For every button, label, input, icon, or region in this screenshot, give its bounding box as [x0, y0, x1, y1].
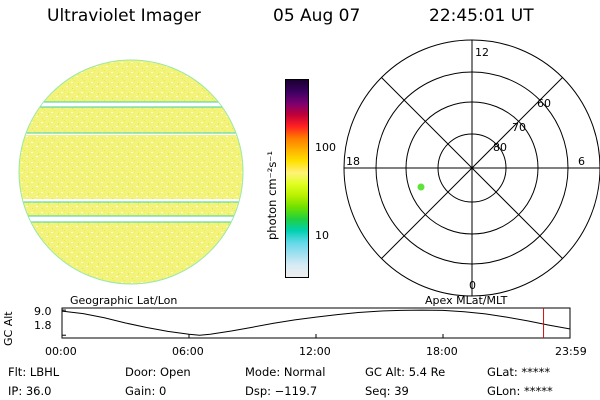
altitude-ytick-1-8: 1.8 [34, 319, 52, 332]
altitude-ylabel: GC Alt [2, 311, 15, 346]
lat-label-80: 80 [493, 141, 507, 154]
status-gain: Gain: 0 [125, 384, 167, 398]
apex-label: Apex MLat/MLT [425, 294, 508, 307]
xtick-18-00: 18:00 [426, 345, 458, 358]
lat-label-60: 60 [537, 97, 551, 110]
instrument-title: Ultraviolet Imager [47, 6, 201, 26]
xtick-06-00: 06:00 [172, 345, 204, 358]
status-seq: Seq: 39 [365, 384, 409, 398]
altitude-plot-frame [61, 307, 571, 339]
polar-diagonal-2 [381, 77, 563, 259]
status-filter: Flt: LBHL [8, 365, 60, 379]
status-ip: IP: 36.0 [8, 384, 52, 398]
altitude-ytick-9: 9.0 [34, 305, 52, 318]
mlt-label-12: 12 [475, 46, 489, 59]
polar-data-point [417, 183, 425, 191]
status-glon: GLon: ***** [487, 384, 553, 398]
header-time: 22:45:01 UT [429, 6, 534, 26]
mlt-label-6: 6 [578, 155, 585, 168]
lat-label-70: 70 [512, 121, 526, 134]
xtick-12-00: 12:00 [299, 345, 331, 358]
status-glat: GLat: ***** [487, 365, 551, 379]
header-date: 05 Aug 07 [273, 6, 361, 26]
colorbar-tick-100: 100 [315, 141, 336, 154]
xtick-23-59: 23:59 [555, 345, 587, 358]
status-door: Door: Open [125, 365, 191, 379]
status-mode: Mode: Normal [245, 365, 326, 379]
colorbar [285, 79, 309, 278]
geographic-label: Geographic Lat/Lon [70, 294, 178, 307]
status-dsp: Dsp: −119.7 [245, 384, 318, 398]
mlt-label-0: 0 [469, 279, 476, 292]
colorbar-tick-10: 10 [315, 229, 329, 242]
xtick-00-00: 00:00 [45, 345, 77, 358]
mlt-label-18: 18 [346, 155, 360, 168]
altitude-series-line [61, 309, 570, 336]
status-gc-alt: GC Alt: 5.4 Re [365, 365, 446, 379]
